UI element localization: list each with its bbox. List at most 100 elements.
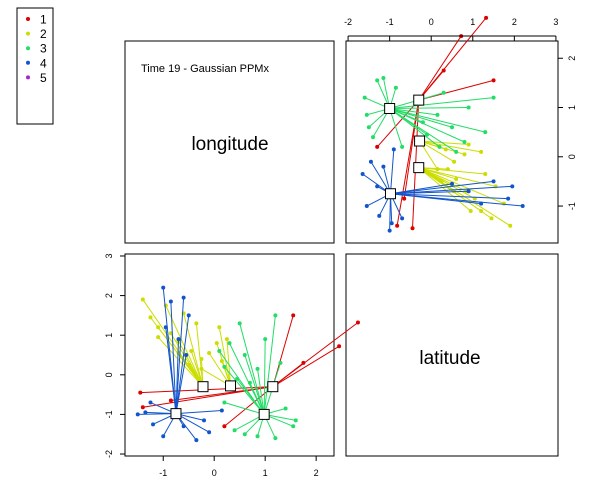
- bl-point-4-10: [161, 434, 166, 439]
- tr-link-3-6: [389, 108, 438, 116]
- bl-point-2-12: [156, 335, 161, 340]
- bl-center-2-1: [197, 381, 209, 393]
- bl-point-3-17: [222, 400, 227, 405]
- tr-point-2-8: [483, 172, 488, 177]
- bl-center-2-2: [225, 380, 237, 392]
- bl-point-1-2: [301, 360, 306, 365]
- tr-point-3-18: [393, 85, 398, 90]
- tr-point-4-5: [466, 189, 471, 194]
- tr-link-1-1: [418, 35, 462, 101]
- tr-center-2-1: [413, 162, 425, 174]
- bl-point-3-16: [232, 428, 237, 433]
- bl-point-4-14: [219, 408, 224, 413]
- bl-point-2-3: [219, 358, 224, 363]
- bl-link-3-2: [239, 323, 265, 415]
- bl-point-2-0: [140, 297, 145, 302]
- bl-point-4-8: [135, 412, 140, 417]
- tr-point-3-1: [466, 105, 471, 110]
- bl-point-3-12: [293, 418, 298, 423]
- tr-point-2-12: [468, 208, 473, 213]
- tr-point-4-13: [381, 164, 386, 169]
- tr-link-2-5: [419, 140, 469, 145]
- bl-point-4-0: [161, 285, 166, 290]
- tr-point-3-11: [375, 78, 380, 83]
- bl-link-4-14: [175, 409, 222, 415]
- bl-bottom-ticklabel-2: 1: [263, 468, 268, 478]
- bl-link-2-0: [218, 327, 232, 386]
- panel-top-left: [124, 40, 335, 244]
- bl-link-4-4: [165, 327, 177, 414]
- bl-point-4-2: [181, 295, 186, 300]
- tr-top-ticklabel-1: -1: [386, 17, 394, 27]
- tr-point-2-5: [466, 142, 471, 147]
- tr-point-2-2: [452, 159, 457, 164]
- panel-top-right: [345, 40, 559, 244]
- bl-link-4-15: [175, 413, 210, 433]
- tr-right-ticklabel-0: -1: [567, 202, 577, 210]
- bl-point-3-7: [278, 360, 283, 365]
- tr-point-1-0: [484, 15, 489, 20]
- tr-top-ticklabel-5: 3: [553, 17, 558, 27]
- tr-point-4-16: [389, 221, 394, 226]
- tr-link-4-4: [390, 193, 482, 205]
- tr-point-4-15: [368, 159, 373, 164]
- tr-center-2-2: [414, 135, 426, 147]
- bl-point-3-18: [283, 406, 288, 411]
- bl-point-2-2: [156, 325, 161, 330]
- tr-point-3-3: [462, 140, 467, 144]
- panel-bottom-right: [345, 253, 559, 457]
- tr-point-3-17: [400, 144, 405, 149]
- bl-link-2-5: [226, 339, 232, 386]
- bl-point-3-15: [242, 432, 247, 437]
- bl-point-3-13: [273, 436, 278, 441]
- bl-point-4-1: [168, 299, 173, 304]
- bl-point-3-5: [242, 353, 247, 357]
- tr-right-ticklabel-2: 1: [567, 105, 577, 110]
- tr-link-3-1: [389, 107, 469, 109]
- tr-point-4-1: [506, 196, 511, 201]
- bl-point-1-6: [168, 398, 173, 403]
- tr-point-4-0: [520, 204, 525, 209]
- legend-label-4: 4: [40, 56, 47, 70]
- tr-link-3-5: [389, 108, 453, 128]
- bl-point-1-1: [337, 344, 342, 349]
- tr-center-3-3: [384, 102, 396, 114]
- bl-link-3-9: [236, 378, 265, 415]
- bl-left-ticklabel-5: 3: [104, 253, 114, 258]
- bl-link-4-3: [175, 315, 190, 414]
- bl-point-3-14: [255, 434, 260, 439]
- tr-link-3-0: [389, 97, 494, 109]
- tr-point-4-4: [479, 201, 484, 206]
- tr-point-4-7: [400, 216, 405, 221]
- legend-marker-1: [26, 17, 30, 21]
- tr-point-1-3: [491, 78, 496, 83]
- tr-point-3-13: [362, 95, 367, 100]
- tr-point-4-12: [360, 172, 365, 177]
- bl-point-2-3: [163, 303, 168, 308]
- tr-point-3-12: [381, 75, 386, 80]
- tr-point-2-7: [454, 176, 459, 181]
- bl-point-1-0: [355, 320, 360, 325]
- bl-point-3-6: [255, 366, 260, 371]
- legend-marker-2: [26, 31, 30, 36]
- tr-top-ticklabel-3: 1: [470, 17, 475, 27]
- bl-left-ticklabel-0: -2: [104, 450, 114, 458]
- tr-link-3-17: [389, 108, 403, 148]
- bl-point-2-8: [194, 321, 199, 326]
- bl-point-3-3: [227, 341, 232, 346]
- panel-bottom-left: [124, 253, 335, 457]
- tr-link-4-14: [389, 149, 395, 194]
- tr-link-2-2: [419, 140, 455, 163]
- bl-point-3-9: [235, 376, 240, 381]
- tr-link-2-7: [418, 167, 457, 180]
- legend-label-3: 3: [40, 42, 47, 56]
- tr-point-4-2: [510, 184, 515, 189]
- tr-point-3-9: [425, 132, 430, 137]
- bl-link-4-1: [170, 301, 177, 414]
- bl-point-3-11: [291, 424, 296, 429]
- tr-point-4-6: [450, 181, 454, 186]
- tr-point-2-1: [462, 152, 467, 157]
- bl-center-1-0: [267, 381, 279, 393]
